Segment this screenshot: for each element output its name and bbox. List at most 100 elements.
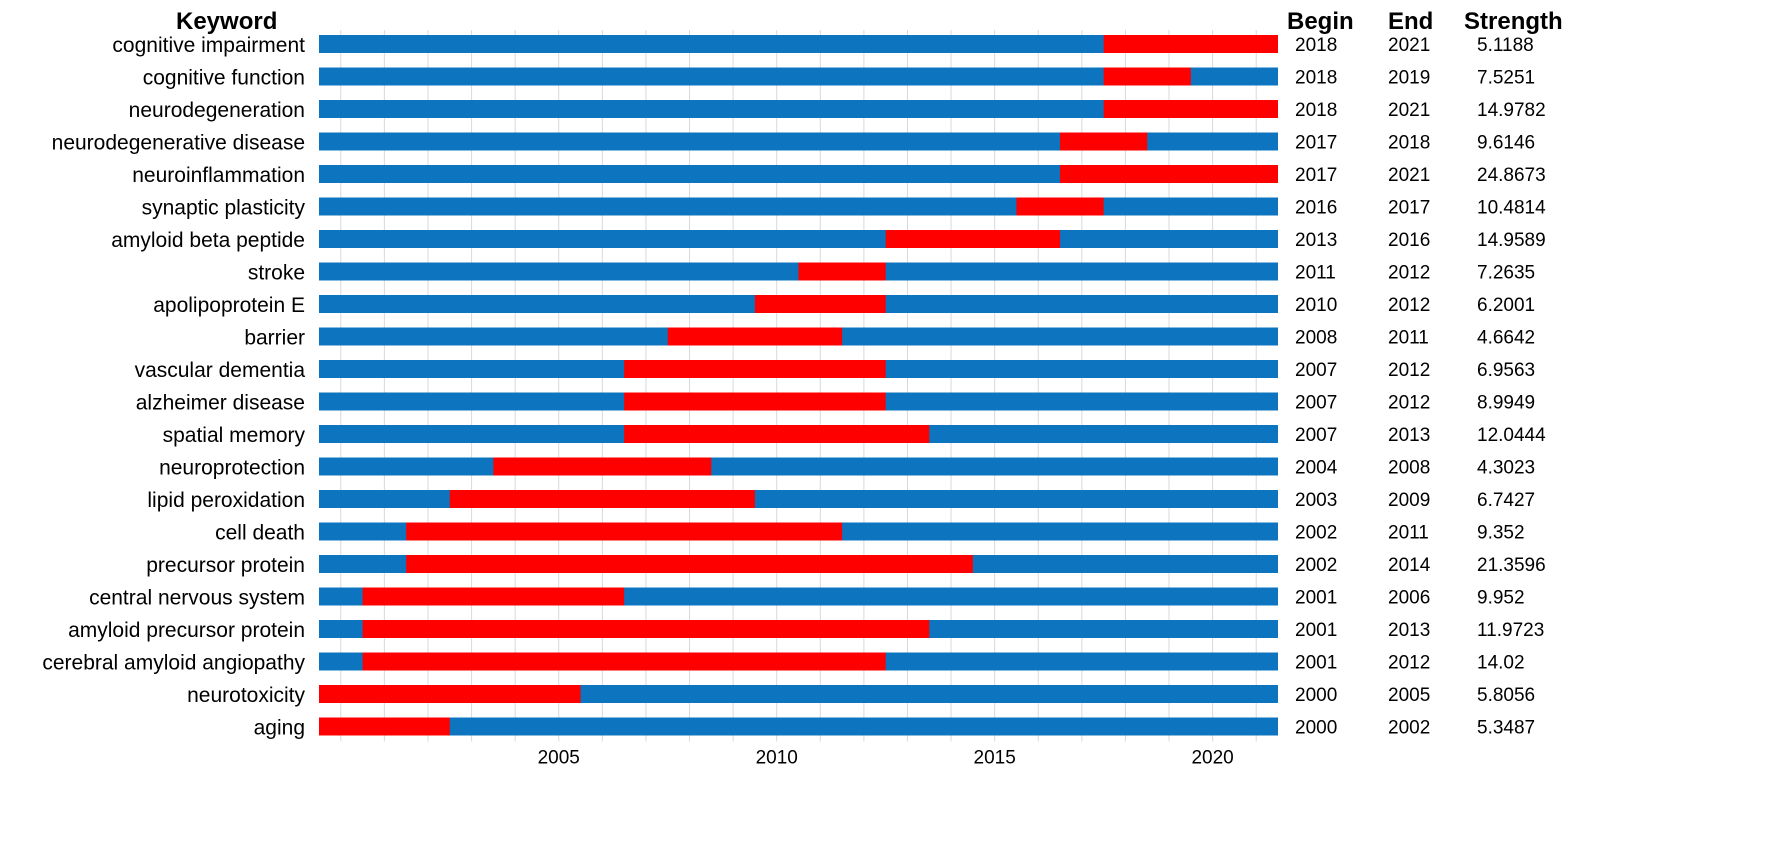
x-tick-label: 2020 (1191, 748, 1233, 769)
strength-value: 11.9723 (1477, 620, 1544, 641)
strength-value: 14.9589 (1477, 230, 1546, 251)
begin-value: 2000 (1295, 685, 1337, 706)
end-value: 2013 (1388, 620, 1430, 641)
begin-value: 2008 (1295, 328, 1337, 349)
keyword-label: neuroinflammation (132, 164, 305, 187)
burst-bar (493, 457, 712, 476)
keyword-label: apolipoprotein E (153, 294, 305, 317)
strength-value: 5.1188 (1477, 35, 1534, 56)
burst-bar (754, 295, 886, 313)
timeline-bar (319, 165, 1278, 183)
begin-value: 2010 (1295, 295, 1337, 316)
end-value: 2018 (1388, 133, 1430, 154)
end-value: 2012 (1388, 295, 1430, 316)
strength-header: Strength (1464, 8, 1563, 35)
strength-value: 9.352 (1477, 523, 1525, 544)
begin-value: 2013 (1295, 230, 1337, 251)
timeline-bar (319, 197, 1278, 216)
burst-bar (885, 230, 1061, 248)
x-tick-label: 2010 (756, 748, 798, 769)
keyword-label: amyloid beta peptide (111, 229, 305, 252)
burst-bar (624, 360, 886, 378)
burst-bar (798, 262, 886, 281)
begin-value: 2004 (1295, 458, 1338, 479)
burst-bar (319, 685, 581, 703)
begin-value: 2002 (1295, 555, 1337, 576)
keyword-label: barrier (244, 327, 305, 350)
keyword-header: Keyword (176, 8, 278, 35)
burst-bar (1060, 132, 1148, 151)
strength-value: 4.3023 (1477, 458, 1535, 479)
begin-value: 2017 (1295, 133, 1337, 154)
end-value: 2016 (1388, 230, 1430, 251)
strength-value: 9.6146 (1477, 133, 1535, 154)
strength-value: 14.9782 (1477, 100, 1546, 121)
begin-value: 2002 (1295, 523, 1337, 544)
burst-bar (624, 425, 930, 443)
keyword-label: neurodegeneration (129, 99, 305, 122)
end-value: 2011 (1388, 523, 1429, 544)
burst-bar (1060, 165, 1278, 183)
end-value: 2012 (1388, 263, 1430, 284)
keyword-label: cognitive impairment (112, 34, 305, 57)
end-value: 2013 (1388, 425, 1430, 446)
end-value: 2021 (1388, 35, 1430, 56)
begin-value: 2000 (1295, 718, 1337, 739)
end-value: 2008 (1388, 458, 1430, 479)
begin-value: 2003 (1295, 490, 1337, 511)
x-tick-label: 2015 (974, 748, 1016, 769)
begin-value: 2018 (1295, 68, 1337, 89)
begin-value: 2007 (1295, 360, 1337, 381)
end-value: 2009 (1388, 490, 1430, 511)
keyword-label: aging (254, 717, 305, 740)
strength-value: 6.2001 (1477, 295, 1535, 316)
begin-header: Begin (1287, 8, 1354, 35)
strength-value: 8.9949 (1477, 393, 1535, 414)
keyword-label: neurotoxicity (187, 684, 305, 707)
burst-bar (406, 555, 973, 573)
begin-value: 2018 (1295, 100, 1337, 121)
timeline-bar (319, 67, 1278, 86)
strength-value: 4.6642 (1477, 328, 1535, 349)
begin-value: 2007 (1295, 393, 1337, 414)
end-value: 2021 (1388, 165, 1430, 186)
strength-value: 6.7427 (1477, 490, 1535, 511)
burst-bar (1103, 100, 1278, 118)
strength-value: 12.0444 (1477, 425, 1546, 446)
timeline-bar (319, 457, 1278, 476)
timeline-bar (319, 132, 1278, 151)
strength-value: 10.4814 (1477, 198, 1546, 219)
x-tick-label: 2005 (538, 748, 580, 769)
burst-bar (319, 717, 450, 736)
strength-value: 21.3596 (1477, 555, 1546, 576)
end-value: 2005 (1388, 685, 1430, 706)
end-value: 2012 (1388, 393, 1430, 414)
burst-bar (624, 392, 886, 411)
end-value: 2017 (1388, 198, 1430, 219)
begin-value: 2001 (1295, 588, 1337, 609)
strength-value: 7.2635 (1477, 263, 1535, 284)
keyword-label: precursor protein (146, 554, 305, 577)
begin-value: 2011 (1295, 263, 1336, 284)
burst-bar (667, 327, 843, 346)
burst-bar (449, 490, 755, 508)
burst-bar (1016, 197, 1104, 216)
burst-bar (406, 522, 843, 541)
keyword-label: central nervous system (89, 587, 305, 610)
timeline-bar (319, 35, 1278, 53)
begin-value: 2017 (1295, 165, 1337, 186)
keyword-label: cerebral amyloid angiopathy (42, 652, 305, 675)
end-value: 2012 (1388, 360, 1430, 381)
timeline-bar (319, 717, 1278, 736)
keyword-label: synaptic plasticity (142, 197, 306, 220)
keyword-label: lipid peroxidation (147, 489, 305, 512)
begin-value: 2001 (1295, 620, 1337, 641)
burst-bar (1103, 35, 1278, 53)
keyword-label: neuroprotection (159, 457, 305, 480)
end-value: 2011 (1388, 328, 1429, 349)
keyword-label: stroke (248, 262, 305, 285)
keyword-label: cognitive function (143, 67, 305, 90)
burst-bar (1103, 67, 1191, 86)
end-value: 2021 (1388, 100, 1430, 121)
